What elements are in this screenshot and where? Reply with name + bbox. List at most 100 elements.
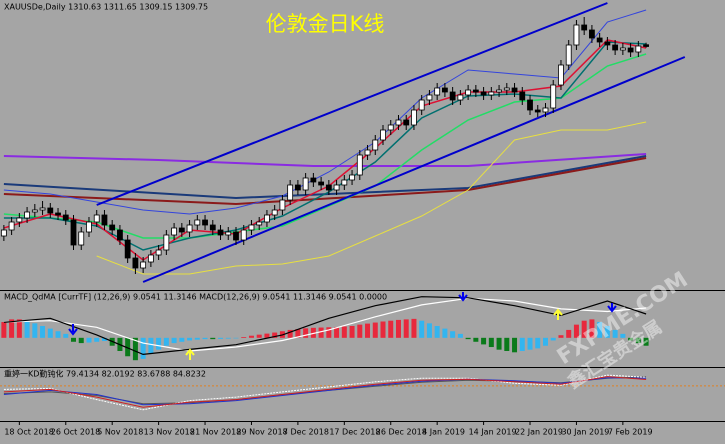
x-tick-label: 26 Oct 2018 [51,428,100,437]
macd-bar [78,337,84,344]
candle-body [480,91,487,96]
candle-body [155,249,162,256]
chart-title: 伦敦金日K线 [266,12,385,36]
x-tick-label: 30 Jan 2019 [561,428,609,437]
macd-bar [101,337,107,341]
macd-bar [496,337,502,350]
macd-bar [481,337,487,345]
moving-average-line [3,153,647,167]
candle-body [132,257,139,269]
candle-body [70,219,77,246]
candle-body [264,214,270,223]
candle-body [233,231,239,241]
signal-arrow [185,348,195,360]
macd-bar [504,337,510,351]
moving-average-line [3,9,647,215]
macd-bar [620,333,626,338]
candle-body [395,119,402,126]
macd-bar [628,337,634,341]
macd-bar [419,320,425,338]
macd-bar [357,324,363,338]
macd-bar [132,337,138,361]
candle-body [496,89,502,93]
macd-bar [581,320,587,338]
macd-bar [256,334,262,338]
macd-bar [210,337,216,340]
candle-body [635,45,642,53]
candle-body [449,91,456,101]
macd-bar [612,329,618,338]
macd-bar [225,337,231,339]
x-tick-label: 18 Oct 2018 [4,428,53,437]
candle-body [117,229,123,241]
macd-bar [318,327,324,338]
candle-body [387,124,394,131]
macd-bar [542,337,548,346]
candle-body [465,89,472,96]
x-tick-label: 5 Nov 2018 [97,428,143,437]
macd-bar [465,337,471,340]
candle-body [573,24,580,46]
macd-bar [148,337,154,354]
candle-body [86,221,92,233]
candle-body [364,149,371,156]
candle-body [310,177,317,183]
macd-bar [94,337,100,342]
macd-bar [349,325,355,338]
macd-bar [264,333,270,338]
x-tick-label: 17 Dec 2018 [329,428,380,437]
candle-body [527,99,533,111]
macd-bar [535,337,541,349]
macd-bar [573,324,579,338]
macd-label: MACD_QdMA [CurrTF] (12,26,9) 9.0541 11.3… [4,293,387,302]
candle-body [31,209,38,213]
x-tick-label: 7 Dec 2018 [283,428,329,437]
candle-body [163,234,170,251]
candle-body [256,221,263,226]
candle-body [442,87,448,93]
candle-body [147,254,154,263]
candle-body [171,227,177,236]
candle-body [403,119,410,126]
macd-bar [71,337,77,342]
candle-body [78,231,85,246]
macd-bar [272,332,278,338]
candle-body [47,207,54,214]
candle-body [372,139,379,151]
macd-bar [241,337,247,338]
chart-header: XAUUSDe,Daily 1310.63 1311.65 1309.15 13… [4,3,208,12]
macd-bar [566,329,572,338]
kd-line [3,374,647,411]
candle-body [418,99,425,111]
candle-body [194,219,201,226]
candle-body [457,94,464,101]
candle-body [101,214,108,226]
macd-bar [488,337,494,348]
candle-body [627,47,634,53]
macd-bar [9,319,15,338]
macd-bar [187,337,193,341]
candle-body [8,221,15,231]
candle-body [318,181,325,186]
signal-arrow [458,292,468,302]
macd-bar [1,322,7,338]
macd-bar [47,328,53,338]
macd-bar [558,335,564,338]
macd-bar [171,337,177,344]
candle-body [271,209,278,216]
macd-bar [156,337,162,350]
candle-body [604,41,611,46]
channel-line [142,56,686,283]
x-tick-label: 13 Nov 2018 [144,428,195,437]
candle-body [248,224,255,231]
macd-bar [163,337,169,346]
macd-bar [457,333,463,338]
macd-bar [527,337,533,350]
candle-body [534,109,541,113]
macd-bar [179,337,185,342]
candle-body [24,211,30,219]
candle-body [426,94,433,101]
candle-body [434,87,441,96]
macd-bar [295,329,301,338]
